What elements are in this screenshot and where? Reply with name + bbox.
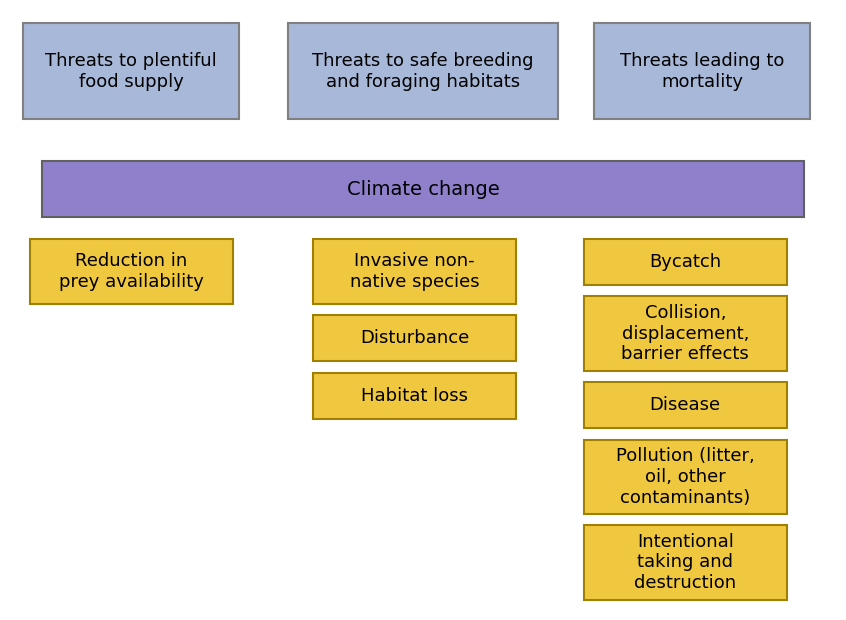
Text: Climate change: Climate change: [347, 180, 499, 198]
Text: Threats leading to
mortality: Threats leading to mortality: [620, 52, 784, 91]
Text: Reduction in
prey availability: Reduction in prey availability: [58, 252, 204, 291]
FancyBboxPatch shape: [313, 239, 516, 304]
Text: Disturbance: Disturbance: [360, 329, 470, 347]
FancyBboxPatch shape: [288, 23, 558, 119]
Text: Threats to safe breeding
and foraging habitats: Threats to safe breeding and foraging ha…: [312, 52, 534, 91]
FancyBboxPatch shape: [584, 525, 787, 600]
Text: Disease: Disease: [650, 396, 721, 414]
Text: Pollution (litter,
oil, other
contaminants): Pollution (litter, oil, other contaminan…: [616, 447, 755, 507]
FancyBboxPatch shape: [584, 440, 787, 514]
FancyBboxPatch shape: [30, 239, 233, 304]
FancyBboxPatch shape: [42, 161, 804, 217]
FancyBboxPatch shape: [313, 373, 516, 419]
Text: Invasive non-
native species: Invasive non- native species: [349, 252, 480, 291]
FancyBboxPatch shape: [23, 23, 239, 119]
FancyBboxPatch shape: [584, 239, 787, 285]
FancyBboxPatch shape: [584, 296, 787, 371]
Text: Intentional
taking and
destruction: Intentional taking and destruction: [634, 533, 736, 592]
Text: Bycatch: Bycatch: [649, 253, 722, 271]
FancyBboxPatch shape: [313, 315, 516, 361]
FancyBboxPatch shape: [594, 23, 810, 119]
Text: Habitat loss: Habitat loss: [361, 387, 468, 405]
FancyBboxPatch shape: [584, 382, 787, 428]
Text: Collision,
displacement,
barrier effects: Collision, displacement, barrier effects: [621, 304, 750, 363]
Text: Threats to plentiful
food supply: Threats to plentiful food supply: [45, 52, 217, 91]
